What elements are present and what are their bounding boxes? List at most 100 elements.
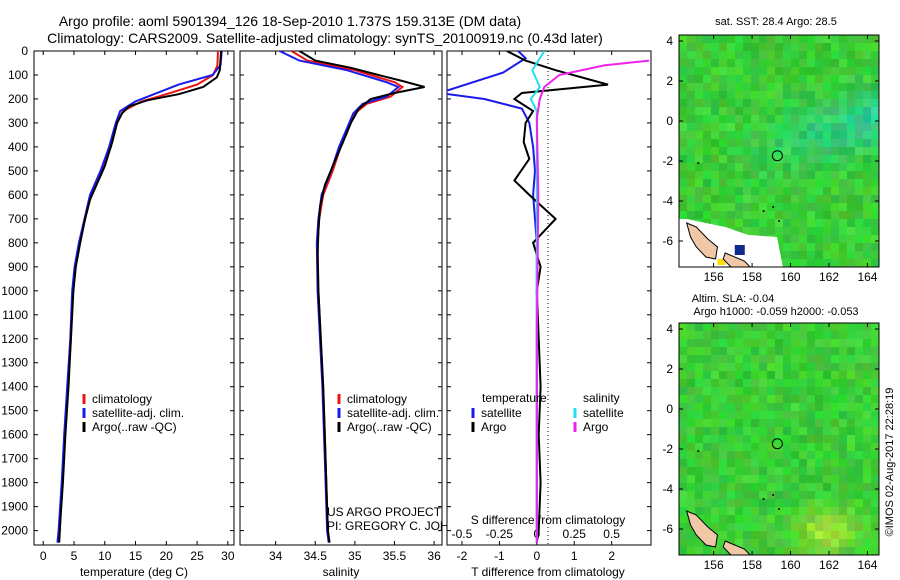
map-cell: [839, 155, 847, 163]
map-cell: [767, 179, 775, 187]
map-cell: [847, 43, 855, 51]
map-cell: [831, 211, 839, 219]
map-cell: [711, 123, 719, 131]
map-cell: [791, 483, 799, 491]
map-cell: [783, 171, 791, 179]
map-cell: [831, 123, 839, 131]
map-cell: [751, 443, 759, 451]
map-cell: [727, 451, 735, 459]
map-cell: [759, 379, 767, 387]
map-cell: [815, 323, 823, 331]
map-cell: [783, 211, 791, 219]
map-cell: [719, 459, 727, 467]
map-cell: [735, 59, 743, 67]
map-cell: [751, 523, 759, 531]
map-cell: [727, 475, 735, 483]
map-cell: [735, 179, 743, 187]
map-cell: [839, 523, 847, 531]
map-cell: [783, 219, 791, 227]
x-tick-label: 2: [608, 549, 615, 563]
map-cell: [791, 123, 799, 131]
map-cell: [823, 339, 831, 347]
map-cell: [831, 43, 839, 51]
map-cell: [711, 35, 719, 43]
difference-panel: -2 -1 0 1 2-0.5 -0.25 0 0.25 0.5 S difference fr…: [446, 50, 652, 579]
map-cell: [799, 211, 807, 219]
map-cell: [751, 83, 759, 91]
map-cell: [847, 515, 855, 523]
map-cell: [743, 171, 751, 179]
map-cell: [767, 331, 775, 339]
map-cell: [717, 259, 726, 265]
map-cell: [735, 491, 743, 499]
map-cell: [799, 427, 807, 435]
legend-label: climatology: [92, 392, 152, 406]
map-cell: [695, 211, 703, 219]
map-cell: [679, 387, 687, 395]
map-cell: [791, 75, 799, 83]
x-tick-label: -2: [457, 549, 468, 563]
map-cell: [719, 467, 727, 475]
map-cell: [847, 235, 855, 243]
map-cell: [839, 531, 847, 539]
map-cell: [743, 451, 751, 459]
map-cell: [735, 363, 743, 371]
map-cell: [847, 379, 855, 387]
map-cell: [815, 75, 823, 83]
map-cell: [791, 51, 799, 59]
map-cell: [831, 323, 839, 331]
map-cell: [727, 499, 735, 507]
map-cell: [863, 515, 871, 523]
x-tick-label: 34.5: [304, 549, 328, 563]
map-cell: [727, 379, 735, 387]
map-cell: [743, 43, 751, 51]
map-cell: [711, 131, 719, 139]
map-cell: [711, 547, 719, 555]
map-cell: [751, 467, 759, 475]
map-cell: [759, 371, 767, 379]
map-cell: [831, 251, 839, 259]
map-cell: [839, 475, 847, 483]
map-cell: [743, 123, 751, 131]
map-cell: [839, 483, 847, 491]
map-cell: [695, 35, 703, 43]
map-cell: [687, 323, 695, 331]
map-cell: [679, 75, 687, 83]
map-cell: [823, 491, 831, 499]
map-cell: [767, 371, 775, 379]
map-cell: [839, 203, 847, 211]
lon-tick-label: 164: [857, 270, 877, 284]
map-cell: [759, 531, 767, 539]
legend-label: Argo: [481, 420, 507, 434]
map-cell: [735, 507, 743, 515]
map-cell: [871, 59, 879, 67]
map-cell: [871, 75, 879, 83]
map-cell: [743, 411, 751, 419]
map-cell: [815, 419, 823, 427]
map-cell: [807, 323, 815, 331]
map-cell: [823, 387, 831, 395]
map-cell: [807, 259, 815, 267]
map-cell: [863, 379, 871, 387]
map-cell: [839, 499, 847, 507]
map-cell: [719, 379, 727, 387]
map-cell: [871, 171, 879, 179]
map-cell: [847, 163, 855, 171]
map-cell: [687, 467, 695, 475]
map-cell: [687, 499, 695, 507]
map-cell: [791, 395, 799, 403]
map-cell: [823, 347, 831, 355]
map-cell: [823, 259, 831, 267]
map-cell: [775, 443, 783, 451]
map-cell: [807, 499, 815, 507]
map-cell: [767, 83, 775, 91]
map-cell: [807, 123, 815, 131]
map-cell: [871, 107, 879, 115]
map-cell: [751, 227, 759, 235]
map-cell: [711, 187, 719, 195]
map-cell: [767, 91, 775, 99]
map-cell: [735, 35, 743, 43]
map-cell: [735, 403, 743, 411]
map-cell: [687, 395, 695, 403]
